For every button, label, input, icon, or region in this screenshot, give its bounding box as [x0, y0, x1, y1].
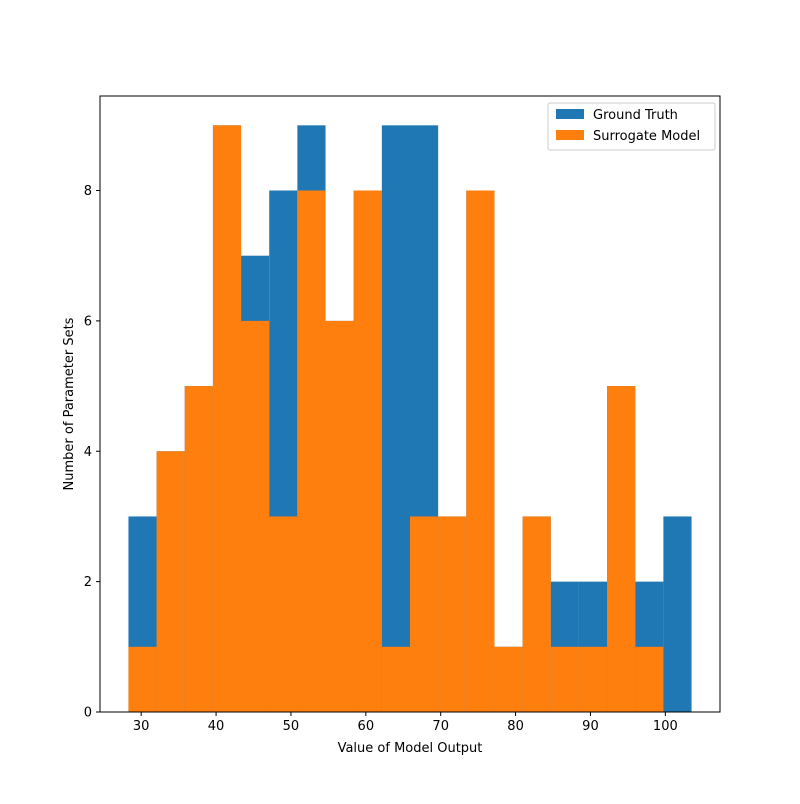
y-tick-label: 8	[84, 184, 92, 199]
y-axis-ticks: 0 2 4 6 8	[84, 184, 100, 721]
x-tick-label: 80	[507, 719, 524, 734]
bar-surrogate-model-bin-18	[635, 646, 664, 712]
x-tick-label: 90	[582, 719, 599, 734]
bar-surrogate-model-bin-17	[607, 386, 636, 712]
bar-surrogate-model-bin-10	[410, 516, 439, 712]
bar-surrogate-model-bin-6	[297, 190, 326, 712]
bar-surrogate-model-bin-16	[578, 646, 608, 712]
legend-swatch-ground-truth	[556, 109, 584, 119]
y-tick-label: 4	[84, 445, 92, 460]
x-tick-label: 60	[358, 719, 375, 734]
bar-surrogate-model-bin-14	[522, 516, 551, 712]
bar-surrogate-model-bin-15	[550, 646, 579, 712]
bar-ground-truth-bin-9	[381, 125, 410, 713]
y-tick-label: 6	[84, 314, 92, 329]
x-axis-ticks: 30 40 50 60 70 80 90 100	[133, 712, 678, 734]
bar-surrogate-model-bin-5	[269, 516, 298, 712]
bar-surrogate-model-bin-12	[466, 190, 495, 712]
legend-frame	[547, 102, 716, 151]
x-tick-label: 40	[208, 719, 225, 734]
legend-label-ground-truth: Ground Truth	[593, 108, 678, 123]
bar-surrogate-model-bin-1	[156, 451, 185, 712]
x-tick-label: 70	[432, 719, 449, 734]
bar-surrogate-model-bin-7	[325, 320, 354, 712]
x-axis-label: Value of Model Output	[338, 741, 483, 756]
y-axis-label: Number of Parameter Sets	[62, 317, 77, 490]
y-tick-label: 0	[84, 706, 92, 721]
bars-layer	[128, 125, 692, 713]
x-tick-label: 30	[133, 719, 150, 734]
bar-surrogate-model-bin-9	[381, 646, 410, 712]
legend-swatch-surrogate-model	[556, 130, 584, 140]
plot-frame	[99, 95, 721, 713]
x-tick-label: 50	[283, 719, 300, 734]
legend-label-surrogate-model: Surrogate Model	[593, 129, 700, 144]
bar-surrogate-model-bin-3	[212, 125, 242, 713]
x-tick-label: 100	[653, 719, 678, 734]
bar-surrogate-model-bin-13	[494, 646, 523, 712]
bar-surrogate-model-bin-11	[438, 516, 467, 712]
bar-surrogate-model-bin-4	[241, 320, 270, 712]
legend: Ground Truth Surrogate Model	[547, 102, 716, 151]
bar-surrogate-model-bin-0	[128, 646, 157, 712]
bar-surrogate-model-bin-2	[184, 386, 213, 712]
bar-ground-truth-bin-19	[663, 516, 692, 712]
y-tick-label: 2	[84, 575, 92, 590]
bar-surrogate-model-bin-8	[353, 190, 382, 712]
